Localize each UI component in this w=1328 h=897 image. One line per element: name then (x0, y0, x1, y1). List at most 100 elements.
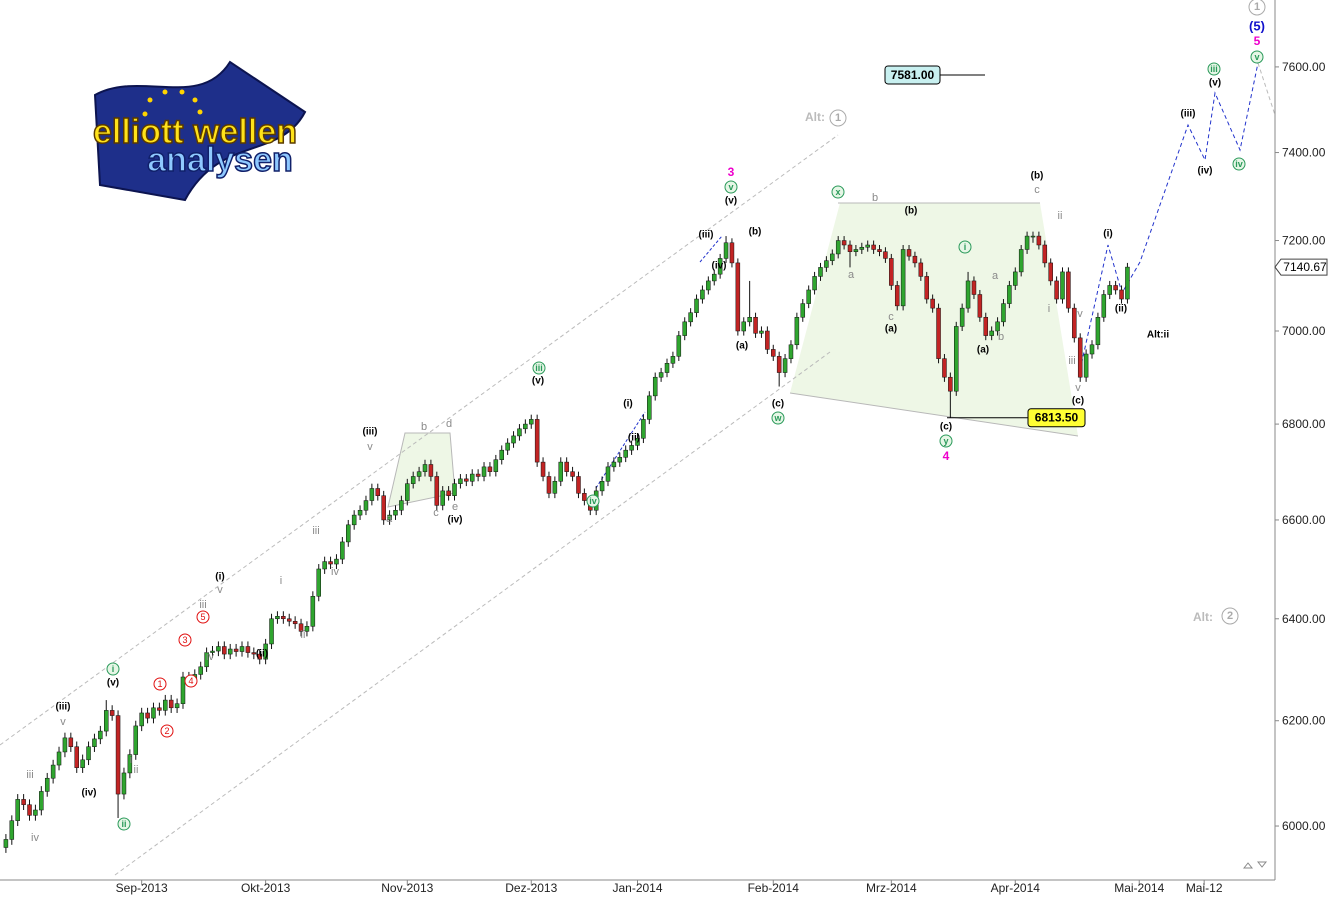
wave-label-circle (1250, 50, 1264, 64)
wave-label: (iii) (1181, 109, 1196, 120)
candle-body (1101, 294, 1107, 318)
logo: elliott wellen analysen (92, 60, 307, 202)
y-tick-label: 6800.00 (1282, 417, 1326, 431)
candle-body (658, 372, 664, 378)
candle-body (812, 276, 817, 291)
channel-line (114, 351, 831, 876)
candle-body (818, 267, 823, 277)
candle-body (1042, 244, 1048, 264)
wave-label: v (217, 584, 223, 596)
candle-body (706, 280, 711, 291)
candle-body (824, 260, 829, 268)
wave-label-circle (184, 674, 198, 688)
candle-body (481, 466, 487, 477)
candle-body (723, 242, 729, 259)
candle-body (1113, 285, 1118, 291)
plot: 6000.00 6200.00 6400.00 6600.00 6800.00 7000.… (3, 0, 1328, 895)
candle-body (664, 363, 670, 373)
candle-body (316, 568, 321, 597)
wave-label-circle (829, 109, 847, 127)
wave-label-circle (958, 240, 972, 254)
wave-label: (b) (749, 227, 762, 238)
candle-body (676, 335, 682, 357)
wave-label-circle (160, 724, 174, 738)
candle-body (387, 514, 392, 521)
candle-body (464, 478, 469, 482)
candle-body (263, 643, 268, 660)
price-marker-box (884, 65, 941, 85)
wave-label: ii (134, 764, 139, 776)
wave-label: (a) (736, 341, 748, 352)
candle-body (446, 490, 451, 496)
candle-body (959, 307, 965, 327)
candle-body (894, 285, 900, 307)
wave-label: c (1034, 184, 1040, 196)
candle-body (198, 666, 203, 675)
wave-label: v (728, 182, 733, 192)
candle-body (552, 481, 558, 494)
y-tick-label: 6400.00 (1282, 612, 1326, 626)
candle-body (121, 772, 127, 795)
candle-body (68, 737, 74, 747)
wave-label: iii (26, 769, 33, 781)
candle-body (611, 461, 617, 468)
candle-body (570, 471, 575, 477)
candle-body (641, 419, 646, 439)
candle-body (151, 707, 156, 719)
candle-body (865, 244, 870, 248)
candle-body (15, 799, 20, 821)
candle-body (1060, 271, 1065, 300)
triangle-area (790, 203, 1078, 436)
last-price-box (1274, 258, 1328, 276)
wave-label: Alt: (805, 110, 825, 124)
candle-body (210, 650, 215, 653)
candle-body (912, 255, 918, 264)
wave-label-circle (153, 677, 167, 691)
candle-body (900, 249, 906, 307)
candle-body (735, 262, 741, 332)
candle-body (104, 710, 109, 732)
candle-body (906, 249, 912, 257)
wave-label: a (992, 270, 999, 282)
wave-label-circle (1221, 607, 1239, 625)
y-tick-label: 6600.00 (1282, 513, 1326, 527)
candle-body (487, 466, 493, 472)
wave-label: b (998, 331, 1004, 343)
wave-label: (iv) (448, 515, 463, 526)
candle-body (505, 442, 510, 451)
wave-label: (i) (215, 572, 224, 583)
candle-body (322, 561, 327, 570)
wave-label: iii (1068, 355, 1075, 367)
candle-body (375, 488, 381, 496)
wave-label-circle (1207, 62, 1221, 76)
wave-label: (iv) (82, 788, 97, 799)
wave-label-circle (586, 494, 600, 508)
candle-body (133, 725, 139, 755)
candle-body (157, 707, 162, 711)
wave-label: (i) (1103, 229, 1112, 240)
wave-label-circle (532, 361, 546, 375)
wave-label: (a) (885, 324, 897, 335)
candle-body (440, 490, 445, 506)
candle-body (652, 376, 658, 397)
candle-body (747, 317, 752, 323)
candle-body (109, 710, 115, 716)
wave-label: ii (301, 629, 306, 641)
candle-body (1048, 262, 1053, 282)
candle-body (475, 473, 481, 477)
candle-body (9, 820, 15, 840)
candle-body (363, 500, 369, 511)
candle-body (222, 646, 227, 655)
candle-body (251, 652, 257, 655)
price-marker-box (1027, 408, 1086, 428)
candle-body (50, 764, 56, 779)
wave-label: v (1254, 52, 1259, 62)
x-tick-label: Mrz-2014 (866, 881, 917, 895)
candle-body (924, 276, 929, 300)
logo-flag (93, 60, 307, 202)
candle-body (227, 648, 233, 655)
wave-label: Alt:ii (1147, 330, 1169, 341)
wave-label: 1 (1254, 1, 1260, 13)
candle-body (1030, 235, 1036, 238)
candle-body (700, 289, 705, 300)
